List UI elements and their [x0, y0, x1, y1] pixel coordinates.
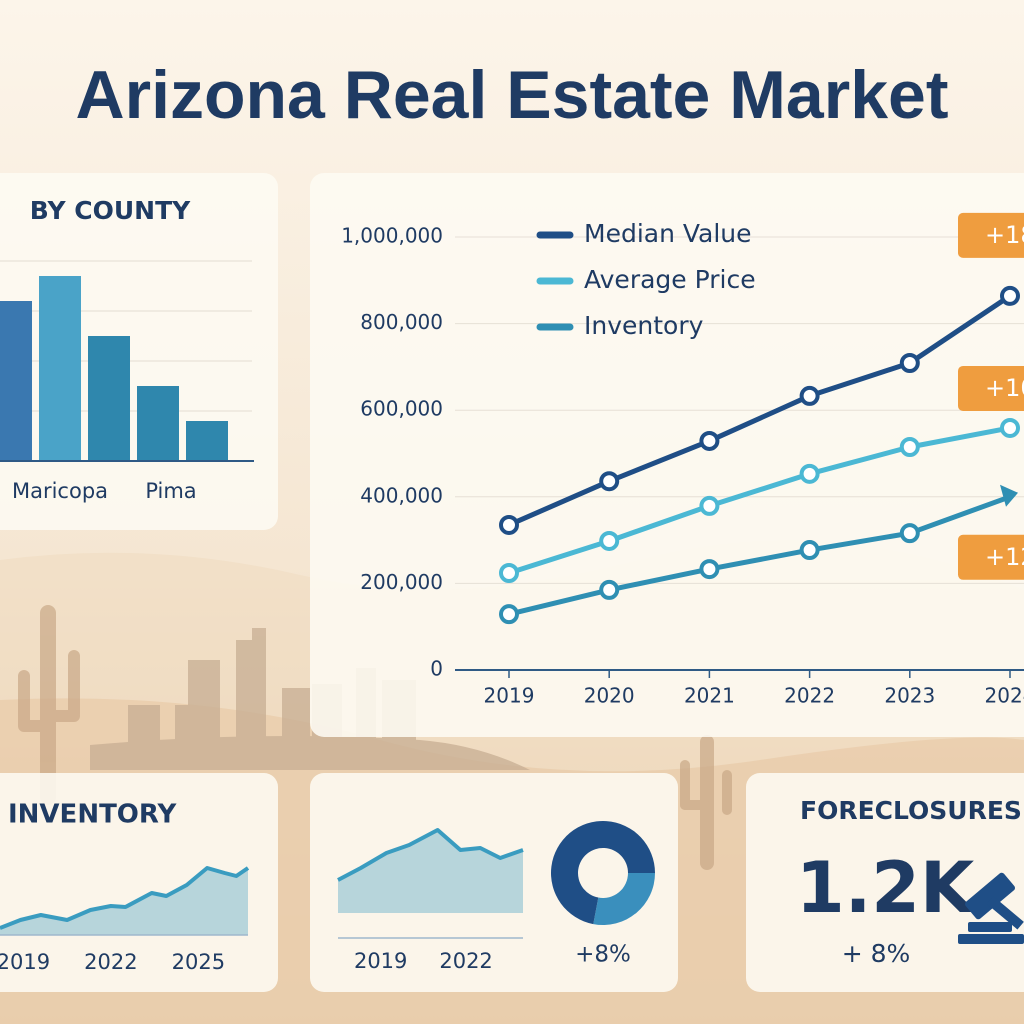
panel-title: BY COUNTY: [30, 196, 191, 225]
x-tick-label: 2021: [684, 684, 735, 708]
legend-label: Inventory: [584, 311, 704, 340]
x-tick-label: 2020: [584, 684, 635, 708]
x-tick-label: 2022: [439, 949, 492, 973]
point: [899, 353, 920, 374]
panel: [746, 773, 1024, 992]
point: [499, 514, 519, 535]
bar: [186, 421, 228, 461]
donut-annotation: +8%: [575, 942, 631, 968]
point: [899, 437, 920, 458]
annotation: +18%: [985, 221, 1024, 249]
annotation: +10%: [985, 374, 1024, 402]
panel-title: FORECLOSURES: [800, 796, 1022, 825]
donut-slice: [551, 821, 655, 925]
annotation: +12%: [985, 543, 1024, 571]
x-tick-label: Maricopa: [12, 479, 108, 503]
donut-slice: [593, 873, 655, 926]
panel-title: INVENTORY: [8, 800, 178, 830]
y-tick-label: 0: [430, 657, 443, 681]
point: [599, 579, 620, 600]
panel: [310, 173, 1024, 737]
legend-label: Average Price: [584, 265, 756, 294]
y-tick-label: 600,000: [360, 397, 443, 421]
kpi-change: + 8%: [842, 939, 911, 968]
annotation-box: [958, 534, 1024, 580]
x-tick-label: 2025: [172, 950, 225, 974]
point: [499, 604, 519, 625]
cactus: [18, 605, 732, 870]
point: [799, 463, 820, 484]
point: [699, 495, 720, 516]
series-line: [508, 425, 1011, 576]
annotation-box: [958, 212, 1024, 258]
x-tick-label: 2019: [0, 950, 50, 974]
point: [1000, 285, 1020, 306]
point: [899, 523, 920, 544]
point: [699, 559, 720, 580]
panel: [0, 773, 278, 992]
bar: [137, 386, 179, 461]
series-line: [337, 828, 524, 882]
page-title: Arizona Real Estate Market: [76, 57, 949, 133]
legend-label: Median Value: [584, 219, 752, 248]
point: [599, 530, 620, 551]
y-tick-label: 200,000: [360, 570, 443, 594]
point: [699, 430, 720, 451]
area: [0, 868, 248, 935]
kpi-value: 1.2K: [796, 847, 977, 929]
series-line: [0, 866, 250, 930]
bar: [0, 301, 32, 461]
annotation-box: [958, 365, 1024, 411]
x-tick-label: 2019: [354, 949, 407, 973]
point: [1000, 417, 1020, 438]
point-arrow: [1000, 484, 1018, 507]
x-tick-label: Pima: [145, 479, 196, 503]
y-tick-label: 400,000: [360, 483, 443, 507]
point: [499, 563, 519, 584]
gavel-icon: [958, 872, 1024, 944]
x-tick-label: 2022: [784, 684, 835, 708]
bar: [88, 336, 130, 461]
bar: [39, 276, 81, 461]
x-tick-label: 2022: [84, 950, 137, 974]
x-tick-label: 2024: [985, 684, 1024, 708]
area: [338, 830, 523, 913]
point: [799, 540, 820, 561]
x-tick-label: 2019: [484, 684, 535, 708]
x-tick-label: 2023: [884, 684, 935, 708]
series-line: [507, 293, 1012, 528]
point: [599, 471, 620, 492]
series-line: [508, 494, 1011, 617]
point: [799, 385, 820, 406]
y-tick-label: 1,000,000: [341, 224, 443, 248]
y-tick-label: 800,000: [360, 310, 443, 334]
